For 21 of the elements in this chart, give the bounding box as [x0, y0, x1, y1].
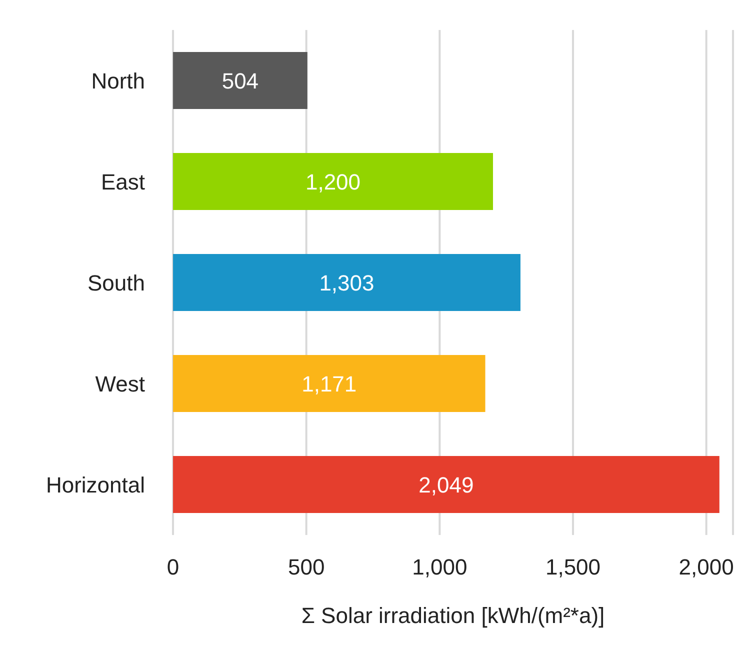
data-label: 1,200	[305, 169, 361, 194]
x-axis-title: Σ Solar irradiation [kWh/(m²*a)]	[301, 603, 605, 628]
data-label: 504	[222, 68, 259, 94]
y-tick-label: South	[88, 270, 145, 296]
x-tick-label: 0	[166, 554, 180, 580]
x-tick-label: 1,000	[412, 554, 468, 580]
data-label: 2,049	[418, 472, 474, 498]
bar	[173, 153, 493, 210]
x-tick-label: 500	[288, 554, 325, 580]
data-label: 1,303	[319, 270, 374, 296]
bar	[173, 52, 308, 109]
y-tick-label: Horizontal	[46, 472, 145, 498]
y-tick-label: West	[95, 371, 145, 396]
data-label: 1,171	[302, 371, 357, 396]
bar	[173, 355, 486, 412]
x-tick-label: 2,000	[678, 554, 734, 580]
x-tick-label: 1,500	[545, 554, 601, 580]
bar	[173, 456, 720, 513]
bar	[173, 254, 520, 311]
y-tick-label: North	[91, 68, 145, 94]
y-tick-label: East	[100, 169, 145, 194]
